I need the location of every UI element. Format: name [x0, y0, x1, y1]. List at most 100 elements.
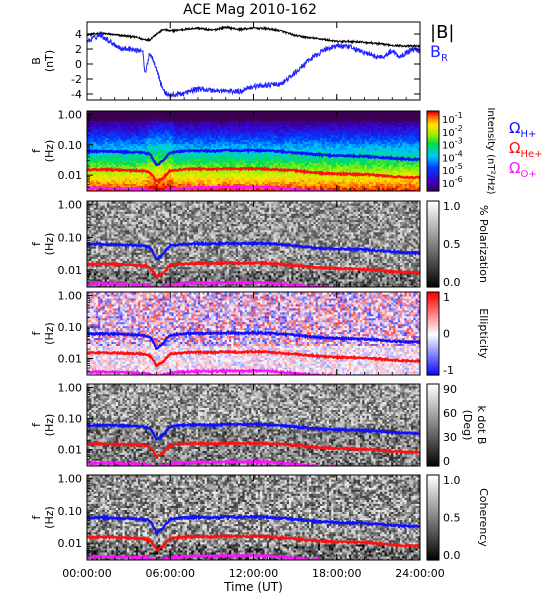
heatmap-cell — [113, 158, 117, 162]
heatmap-cell — [244, 154, 248, 158]
heatmap-cell — [158, 141, 161, 144]
heatmap-cell — [322, 122, 326, 125]
heatmap-cell — [100, 154, 104, 158]
heatmap-cell — [102, 147, 106, 150]
heatmap-cell — [326, 147, 330, 150]
heatmap-cell — [202, 154, 206, 158]
heatmap-cell — [277, 139, 281, 143]
heatmap-cell — [242, 112, 246, 116]
heatmap-cell — [249, 177, 252, 181]
heatmap-cell — [289, 128, 292, 131]
heatmap-cell — [153, 183, 157, 186]
heatmap-cell — [100, 189, 104, 191]
heatmap-cell — [253, 139, 257, 143]
heatmap-cell — [120, 173, 124, 177]
heatmap-cell — [291, 126, 295, 129]
heatmap-cell — [333, 151, 337, 154]
heatmap-cell — [153, 149, 157, 152]
heatmap-cell — [282, 135, 286, 139]
heatmap-cell — [206, 133, 210, 137]
heatmap-cell — [133, 145, 137, 148]
heatmap-cell — [213, 135, 217, 139]
heatmap-cell — [160, 179, 164, 183]
heatmap-cell — [306, 149, 310, 152]
heatmap-cell — [178, 131, 181, 135]
heatmap-cell — [224, 139, 228, 143]
heatmap-cell — [306, 162, 310, 165]
heatmap-cell — [162, 168, 166, 171]
heatmap-cell — [226, 168, 230, 171]
heatmap-cell — [273, 122, 277, 125]
heatmap-cell — [224, 183, 228, 186]
heatmap-cell — [113, 128, 117, 131]
heatmap-cell — [235, 147, 239, 150]
heatmap-cell — [109, 112, 113, 116]
heatmap-cell — [160, 128, 164, 131]
heatmap-cell — [118, 130, 121, 133]
heatmap-cell — [171, 158, 175, 162]
heatmap-cell — [91, 156, 95, 160]
heatmap-cell — [297, 128, 301, 131]
heatmap-cell — [144, 147, 148, 150]
heatmap-cell — [340, 116, 343, 120]
heatmap-cell — [291, 135, 295, 139]
heatmap-cell — [109, 189, 113, 191]
heatmap-cell — [133, 124, 137, 127]
heatmap-cell — [291, 112, 295, 116]
heatmap-cell — [331, 137, 335, 141]
heatmap-cell — [144, 133, 148, 137]
heatmap-cell — [337, 143, 341, 146]
heatmap-cell — [257, 141, 261, 144]
heatmap-cell — [146, 158, 150, 162]
heatmap-cell — [273, 137, 277, 141]
heatmap-cell — [122, 175, 126, 179]
heatmap-cell — [313, 168, 317, 171]
heatmap-cell — [204, 171, 208, 175]
heatmap-cell — [215, 130, 219, 133]
heatmap-cell — [335, 164, 339, 167]
heatmap-cell — [135, 112, 139, 116]
heatmap-cell — [115, 175, 119, 179]
heatmap-cell — [180, 154, 184, 158]
heatmap-cell — [342, 116, 346, 120]
heatmap-cell — [311, 164, 315, 167]
heatmap-cell — [193, 112, 197, 116]
heatmap-cell — [89, 141, 93, 144]
heatmap-cell — [153, 139, 157, 143]
heatmap-cell — [164, 151, 168, 154]
heatmap-cell — [124, 141, 128, 144]
heatmap-cell — [286, 162, 290, 165]
heatmap-cell — [204, 122, 208, 125]
heatmap-cell — [104, 185, 108, 188]
heatmap-cell — [100, 114, 104, 118]
heatmap-cell — [151, 141, 155, 144]
heatmap-cell — [120, 147, 124, 150]
heatmap-cell — [242, 171, 246, 175]
heatmap-cell — [200, 135, 204, 139]
heatmap-cell — [335, 128, 339, 131]
heatmap-cell — [215, 133, 219, 137]
heatmap-cell — [129, 185, 132, 188]
heatmap-cell — [146, 164, 150, 167]
heatmap-cell — [202, 128, 206, 131]
heatmap-cell — [140, 177, 144, 181]
heatmap-cell — [98, 122, 101, 125]
heatmap-cell — [240, 124, 243, 127]
heatmap-cell — [262, 120, 266, 124]
heatmap-cell — [129, 133, 132, 137]
heatmap-cell — [262, 122, 266, 125]
heatmap-cell — [242, 154, 246, 158]
heatmap-cell — [118, 128, 121, 131]
heatmap-cell — [98, 118, 101, 122]
heatmap-cell — [313, 130, 317, 133]
heatmap-cell — [193, 120, 197, 124]
heatmap-cell — [337, 112, 341, 116]
heatmap-cell — [186, 124, 190, 127]
heatmap-cell — [122, 126, 126, 129]
heatmap-cell — [275, 130, 279, 133]
heatmap-cell — [87, 154, 90, 158]
heatmap-cell — [155, 170, 159, 173]
heatmap-cell — [217, 124, 221, 127]
heatmap-cell — [311, 120, 315, 124]
heatmap-cell — [135, 141, 139, 144]
